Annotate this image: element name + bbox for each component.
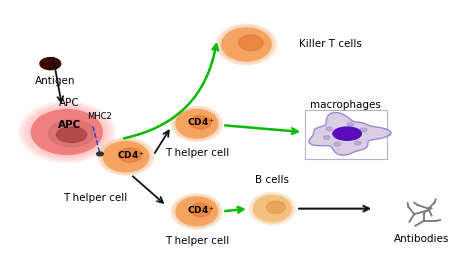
Text: B cells: B cells (255, 175, 290, 185)
Ellipse shape (56, 127, 87, 142)
Text: CD4$^+$: CD4$^+$ (187, 204, 216, 216)
Text: T helper cell: T helper cell (164, 148, 229, 158)
Ellipse shape (173, 108, 220, 140)
Ellipse shape (171, 106, 223, 142)
Ellipse shape (100, 140, 152, 174)
Ellipse shape (251, 194, 294, 223)
Text: Antigen: Antigen (35, 76, 75, 86)
Circle shape (40, 57, 61, 70)
Circle shape (347, 122, 354, 126)
Ellipse shape (238, 35, 263, 51)
Circle shape (323, 136, 330, 139)
Ellipse shape (98, 138, 155, 175)
Ellipse shape (118, 148, 141, 162)
Text: Killer T cells: Killer T cells (300, 40, 362, 49)
Text: MHC2: MHC2 (87, 112, 111, 122)
Text: macrophages: macrophages (310, 100, 381, 110)
Text: CD4$^+$: CD4$^+$ (187, 117, 216, 128)
Ellipse shape (254, 196, 292, 222)
Ellipse shape (190, 116, 211, 129)
Ellipse shape (250, 193, 295, 224)
Ellipse shape (24, 105, 110, 159)
Ellipse shape (31, 110, 102, 155)
Text: T helper cell: T helper cell (63, 193, 128, 203)
Circle shape (326, 127, 332, 131)
Text: APC: APC (59, 98, 80, 108)
Ellipse shape (217, 25, 276, 64)
Ellipse shape (222, 28, 271, 61)
Ellipse shape (171, 194, 223, 229)
Ellipse shape (103, 142, 149, 172)
Ellipse shape (175, 196, 219, 227)
Bar (305, 110, 386, 160)
Ellipse shape (48, 120, 95, 147)
Ellipse shape (216, 24, 277, 65)
Ellipse shape (220, 27, 273, 62)
Text: CD4$^+$: CD4$^+$ (117, 149, 145, 161)
Ellipse shape (99, 139, 153, 175)
Ellipse shape (175, 109, 219, 139)
Ellipse shape (21, 103, 112, 161)
Circle shape (97, 152, 103, 156)
Ellipse shape (333, 127, 361, 140)
Circle shape (334, 142, 340, 146)
Ellipse shape (176, 197, 218, 225)
Text: T helper cell: T helper cell (164, 236, 229, 246)
Ellipse shape (249, 192, 296, 225)
Ellipse shape (27, 106, 107, 158)
Ellipse shape (102, 141, 150, 173)
Text: Antibodies: Antibodies (393, 234, 449, 244)
Circle shape (360, 128, 367, 132)
Ellipse shape (190, 203, 211, 217)
Ellipse shape (172, 194, 221, 228)
Ellipse shape (172, 107, 221, 141)
Ellipse shape (19, 102, 115, 162)
Ellipse shape (266, 201, 285, 214)
Ellipse shape (176, 110, 218, 138)
Polygon shape (309, 112, 391, 155)
Ellipse shape (173, 195, 220, 227)
Text: APC: APC (58, 120, 81, 130)
Ellipse shape (29, 108, 105, 156)
Ellipse shape (219, 26, 274, 63)
Circle shape (354, 141, 361, 145)
Ellipse shape (252, 195, 292, 222)
